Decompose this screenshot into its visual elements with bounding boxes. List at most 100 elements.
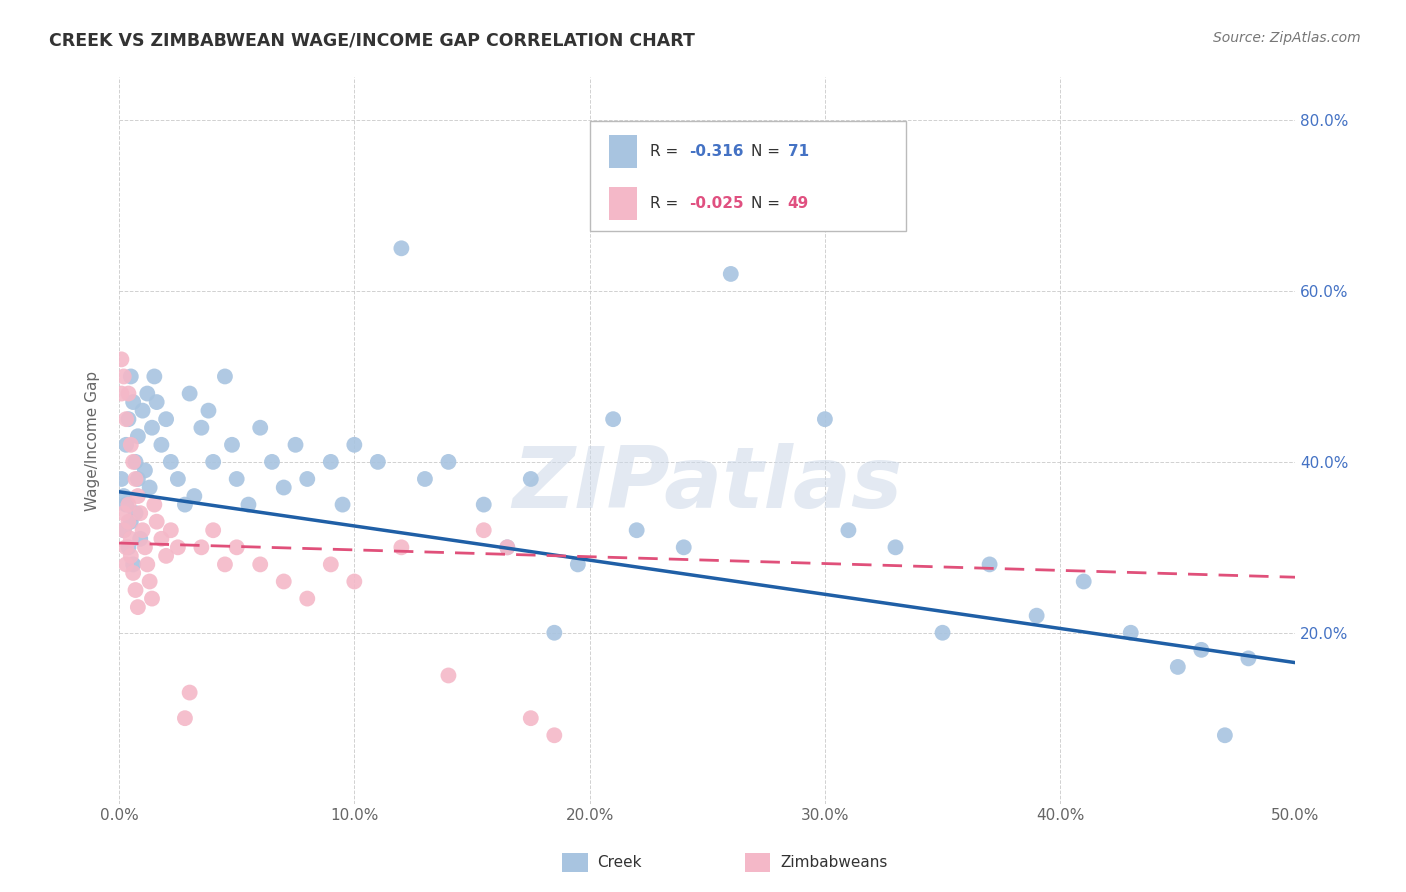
Point bbox=[214, 558, 236, 572]
Point bbox=[145, 515, 167, 529]
Point bbox=[110, 386, 132, 401]
Point bbox=[472, 523, 495, 537]
Point bbox=[1119, 625, 1142, 640]
Point bbox=[437, 668, 460, 682]
Point bbox=[122, 455, 145, 469]
Point bbox=[520, 711, 543, 725]
Point bbox=[120, 438, 142, 452]
Point bbox=[110, 352, 132, 367]
Text: R =: R = bbox=[650, 144, 683, 159]
Point bbox=[343, 574, 366, 589]
Point bbox=[225, 541, 247, 555]
Point bbox=[931, 625, 953, 640]
Point bbox=[543, 728, 565, 742]
Point bbox=[122, 395, 145, 409]
Point bbox=[117, 386, 139, 401]
Point bbox=[115, 558, 138, 572]
Point bbox=[332, 498, 354, 512]
Point bbox=[1213, 728, 1236, 742]
Point bbox=[143, 498, 166, 512]
Point bbox=[127, 429, 149, 443]
Text: Creek: Creek bbox=[598, 855, 643, 870]
Point bbox=[159, 455, 181, 469]
Point bbox=[179, 386, 201, 401]
Point bbox=[136, 558, 159, 572]
Text: Zimbabweans: Zimbabweans bbox=[780, 855, 887, 870]
Point bbox=[117, 498, 139, 512]
Text: ZIPatlas: ZIPatlas bbox=[512, 442, 903, 525]
Point bbox=[117, 541, 139, 555]
Text: -0.316: -0.316 bbox=[689, 144, 744, 159]
Point bbox=[120, 549, 142, 563]
Point bbox=[138, 481, 160, 495]
Point bbox=[167, 472, 190, 486]
Point bbox=[150, 532, 173, 546]
Point bbox=[214, 369, 236, 384]
Point bbox=[367, 455, 389, 469]
Text: CREEK VS ZIMBABWEAN WAGE/INCOME GAP CORRELATION CHART: CREEK VS ZIMBABWEAN WAGE/INCOME GAP CORR… bbox=[49, 31, 695, 49]
Point bbox=[273, 574, 295, 589]
Point bbox=[124, 506, 146, 520]
Point bbox=[543, 625, 565, 640]
Point bbox=[138, 574, 160, 589]
Point bbox=[319, 558, 342, 572]
Point bbox=[814, 412, 837, 426]
Point bbox=[112, 523, 135, 537]
Point bbox=[124, 472, 146, 486]
Point bbox=[155, 412, 177, 426]
Point bbox=[117, 515, 139, 529]
Point bbox=[297, 472, 319, 486]
Point bbox=[343, 438, 366, 452]
Point bbox=[120, 532, 142, 546]
Point bbox=[167, 541, 190, 555]
Text: 71: 71 bbox=[787, 144, 808, 159]
Point bbox=[249, 558, 271, 572]
Point bbox=[197, 403, 219, 417]
Point bbox=[1025, 608, 1047, 623]
Point bbox=[179, 685, 201, 699]
Point bbox=[127, 600, 149, 615]
Point bbox=[122, 566, 145, 580]
Point bbox=[190, 421, 212, 435]
Point bbox=[117, 412, 139, 426]
Point bbox=[115, 541, 138, 555]
Point bbox=[238, 498, 260, 512]
Text: 49: 49 bbox=[787, 195, 808, 211]
Point bbox=[260, 455, 283, 469]
Point bbox=[319, 455, 342, 469]
Point bbox=[112, 489, 135, 503]
Point bbox=[141, 591, 163, 606]
Point bbox=[225, 472, 247, 486]
Point bbox=[112, 369, 135, 384]
Point bbox=[110, 472, 132, 486]
Point bbox=[389, 241, 412, 255]
Point bbox=[190, 541, 212, 555]
Point bbox=[183, 489, 205, 503]
Point bbox=[112, 506, 135, 520]
Point bbox=[122, 558, 145, 572]
Point bbox=[520, 472, 543, 486]
Point bbox=[115, 438, 138, 452]
Point bbox=[202, 455, 225, 469]
Y-axis label: Wage/Income Gap: Wage/Income Gap bbox=[86, 370, 100, 510]
Point bbox=[127, 472, 149, 486]
Point bbox=[174, 711, 197, 725]
Point bbox=[141, 421, 163, 435]
Point bbox=[284, 438, 307, 452]
Point bbox=[115, 412, 138, 426]
Point bbox=[134, 541, 156, 555]
Point bbox=[115, 498, 138, 512]
Point bbox=[297, 591, 319, 606]
Point bbox=[120, 369, 142, 384]
Point bbox=[249, 421, 271, 435]
Point bbox=[143, 369, 166, 384]
Point bbox=[626, 523, 648, 537]
Point bbox=[389, 541, 412, 555]
Point bbox=[124, 582, 146, 597]
Text: -0.025: -0.025 bbox=[689, 195, 744, 211]
Point bbox=[413, 472, 436, 486]
Point bbox=[979, 558, 1001, 572]
Point bbox=[124, 455, 146, 469]
Point bbox=[131, 403, 153, 417]
Point bbox=[1167, 660, 1189, 674]
